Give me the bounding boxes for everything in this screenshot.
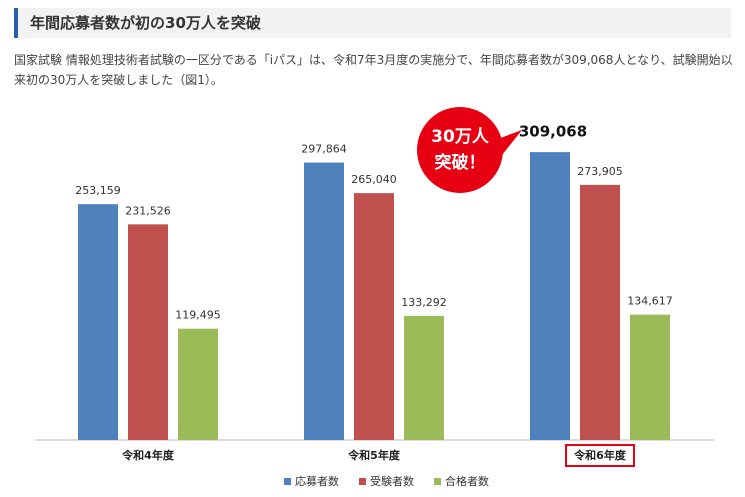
bar — [304, 162, 344, 440]
x-tick-label: 令和6年度 — [573, 448, 627, 462]
annotation: 30万人 — [431, 127, 490, 147]
bar — [630, 314, 670, 440]
bar — [580, 184, 620, 440]
legend-label: 応募者数 — [295, 474, 339, 488]
annotation: 突破！ — [435, 152, 486, 173]
callout — [417, 107, 503, 193]
data-label: 273,905 — [577, 165, 623, 178]
data-label: 265,040 — [351, 173, 397, 186]
data-label: 297,864 — [301, 143, 347, 156]
bar — [530, 152, 570, 440]
legend-label: 合格者数 — [445, 474, 489, 488]
bar — [404, 315, 444, 440]
x-tick-label: 令和4年度 — [121, 448, 175, 462]
paragraph: 国家試験 情報処理技術者試験の一区分である「iパス」は、令和7年3月度の実施分で… — [14, 53, 733, 87]
bar — [128, 224, 168, 440]
bar — [354, 193, 394, 440]
data-label: 134,617 — [627, 295, 673, 308]
legend-swatch — [434, 478, 441, 485]
bar — [178, 328, 218, 440]
data-label: 253,159 — [75, 184, 121, 197]
data-label: 133,292 — [401, 296, 447, 309]
legend-swatch — [284, 478, 291, 485]
section-title: 年間応募者数が初の30万人を突破 — [14, 8, 731, 38]
bar — [78, 204, 118, 440]
data-label: 309,068 — [519, 123, 587, 141]
data-label: 231,526 — [125, 204, 171, 217]
legend-label: 受験者数 — [370, 474, 414, 488]
x-tick-label: 令和5年度 — [347, 448, 401, 462]
data-label: 119,495 — [175, 309, 221, 322]
legend-swatch — [359, 478, 366, 485]
highlight-box — [565, 444, 635, 467]
